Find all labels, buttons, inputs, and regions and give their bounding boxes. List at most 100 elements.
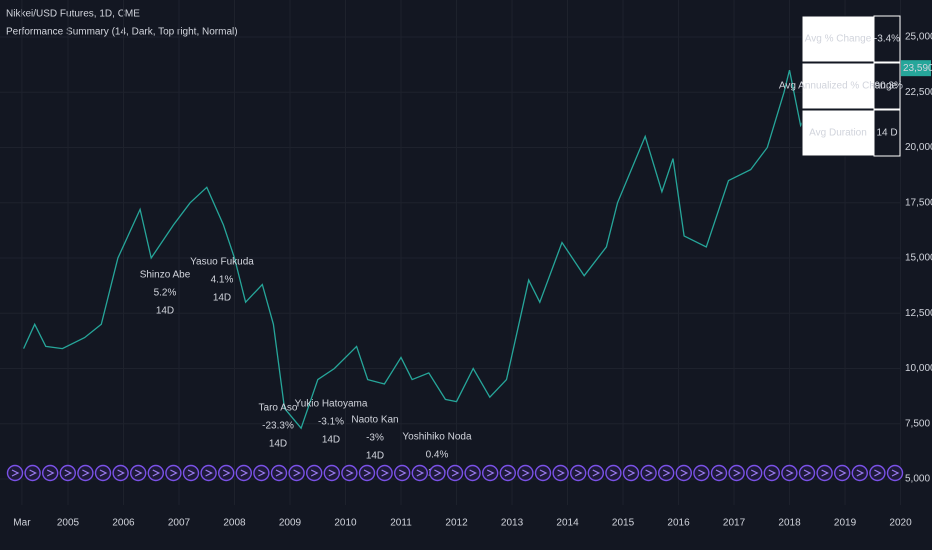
event-icon-glyph [486,469,495,477]
annotation-duration: 14D [156,306,174,317]
event-icon-glyph [82,469,90,477]
event-icon [710,464,728,482]
x-tick-label: Mar [13,518,31,529]
annotation-name: Shinzo Abe [140,270,191,281]
event-icon-glyph [662,469,671,477]
event-icon [570,464,587,482]
event-icon-glyph [11,469,20,477]
annotation-change: 4.1% [211,275,234,286]
table-value: -90.3% [871,81,903,92]
event-icon [306,464,323,482]
event-icon-glyph [152,469,161,477]
event-icon-glyph [46,469,55,477]
annotation-duration: 14D [322,435,340,446]
x-tick-label: 2013 [501,518,524,529]
y-tick-label: 7,500 [905,418,930,429]
x-tick-label: 2018 [778,518,801,529]
event-icon [94,464,112,482]
event-icon [640,464,657,482]
chart-title: Nikkei/USD Futures, 1D, CME [6,9,140,20]
event-icon-glyph [680,469,689,477]
table-label: Avg Duration [809,128,867,139]
event-icon [288,464,305,482]
annotation-duration: 14D [213,293,231,304]
event-icon [59,464,77,482]
x-tick-label: 2012 [445,518,468,529]
event-icon-glyph [240,469,249,477]
annotation-name: Yoshihiko Noda [402,432,472,443]
event-icon [869,464,886,482]
event-icon-glyph [328,469,337,477]
event-icon-glyph [117,469,125,477]
event-icon [394,464,411,482]
annotation-name: Taro Aso [259,403,298,414]
event-icon [270,464,288,482]
event-icon [200,464,217,482]
y-tick-label: 5,000 [905,474,930,485]
table-value: 14 D [876,128,897,139]
event-icon [411,464,428,482]
x-tick-label: 2009 [279,518,302,529]
event-icon [24,464,41,482]
table-label-cell [801,15,875,63]
price-label-box [901,60,931,77]
x-tick-label: 2016 [667,518,690,529]
event-icon [763,464,780,482]
event-icon-glyph [539,469,548,477]
x-tick-label: 2015 [612,518,635,529]
event-icon [728,464,745,482]
event-icon [816,464,833,482]
event-icon [341,464,358,482]
table-value-cell [873,109,901,157]
event-icon-glyph [750,469,759,477]
table-value-cell [873,15,901,63]
event-icon-glyph [293,469,301,477]
event-icon-glyph [803,469,812,477]
event-icon-glyph [838,469,847,477]
annotation-change: -3.1% [318,417,344,428]
event-icon [147,464,165,482]
event-icon [517,464,534,482]
annotation-name: Yasuo Fukuda [190,257,254,268]
event-icon-glyph [416,469,425,477]
event-icon [446,464,464,482]
event-icon-glyph [222,469,231,477]
y-tick-label: 25,000 [905,32,932,43]
event-icon [834,464,851,482]
table-label: Avg % Change [805,34,872,45]
x-tick-label: 2005 [57,518,80,529]
event-icon [587,464,604,482]
price-label: 23,590 [903,63,932,74]
event-icon-glyph [205,469,213,477]
event-icon-glyph [715,469,724,477]
event-icon-glyph [64,469,73,477]
event-icon-glyph [469,469,477,477]
event-icon-glyph [768,469,777,477]
x-tick-label: 2014 [556,518,579,529]
y-tick-label: 10,000 [905,363,932,374]
x-tick-label: 2020 [889,518,912,529]
event-icon-glyph [381,469,389,477]
event-icon [323,464,340,482]
event-icon [675,464,692,482]
table-label-cell [801,62,875,110]
price-line [23,67,901,430]
event-icon-glyph [733,469,741,477]
event-icon [552,464,569,482]
event-icon [42,464,59,482]
y-tick-label: 12,500 [905,308,932,319]
y-tick-label: 17,500 [905,197,932,208]
event-icon-glyph [258,469,266,477]
event-icon [129,464,147,482]
x-tick-label: 2011 [390,518,412,529]
event-icon-glyph [610,469,618,477]
event-icon [499,464,516,482]
annotation-change: 0.4% [426,450,449,461]
event-icon [112,464,129,482]
event-icon-glyph [821,469,829,477]
table-value: -3.4% [874,34,900,45]
event-icon [781,464,798,482]
event-icon-glyph [310,469,319,477]
event-icon [165,464,182,482]
